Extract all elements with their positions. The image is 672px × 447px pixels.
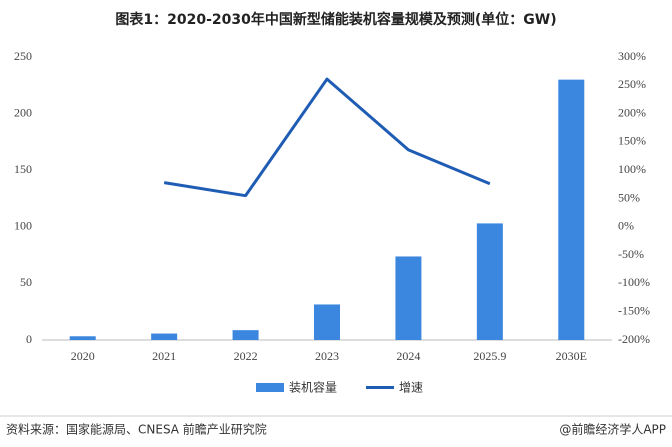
source-note: 资料来源：国家能源局、CNESA 前瞻产业研究院	[6, 422, 267, 437]
y2-tick-label: 300%	[618, 49, 646, 63]
y2-tick-label: -100%	[618, 275, 650, 289]
y-tick-label: 0	[26, 332, 32, 346]
y2-tick-label: 0%	[618, 219, 634, 233]
bar	[151, 333, 178, 340]
x-tick-label: 2025.9	[473, 349, 506, 363]
bar	[232, 330, 259, 340]
x-tick-label: 2022	[234, 349, 258, 363]
bar	[69, 336, 96, 340]
y2-tick-label: 100%	[618, 162, 646, 176]
y2-tick-label: 150%	[618, 134, 646, 148]
bar	[395, 256, 422, 340]
x-tick-label: 2024	[396, 349, 420, 363]
y2-tick-label: -50%	[618, 247, 644, 261]
bar	[314, 304, 340, 340]
credit: @前瞻经济学人APP	[559, 422, 666, 437]
x-tick-label: 2023	[315, 349, 339, 363]
y-tick-label: 200	[14, 105, 32, 119]
y2-tick-label: 250%	[618, 77, 646, 91]
legend-label: 增速	[399, 381, 423, 395]
x-tick-label: 2030E	[556, 349, 587, 363]
y2-tick-label: -150%	[618, 303, 650, 317]
legend-swatch	[256, 383, 284, 392]
y-tick-label: 100	[14, 219, 32, 233]
y2-tick-label: 200%	[618, 105, 646, 119]
bar	[476, 223, 503, 340]
x-tick-label: 2021	[152, 349, 176, 363]
y-tick-label: 250	[14, 49, 32, 63]
y-tick-label: 50	[20, 275, 32, 289]
chart-title: 图表1：2020-2030年中国新型储能装机容量规模及预测(单位：GW)	[115, 11, 556, 28]
y2-tick-label: 50%	[618, 190, 640, 204]
x-tick-label: 2020	[71, 349, 95, 363]
bar	[558, 79, 585, 340]
y2-tick-label: -200%	[618, 332, 650, 346]
line	[163, 77, 491, 198]
y-tick-label: 150	[14, 162, 32, 176]
legend-label: 装机容量	[289, 380, 337, 395]
